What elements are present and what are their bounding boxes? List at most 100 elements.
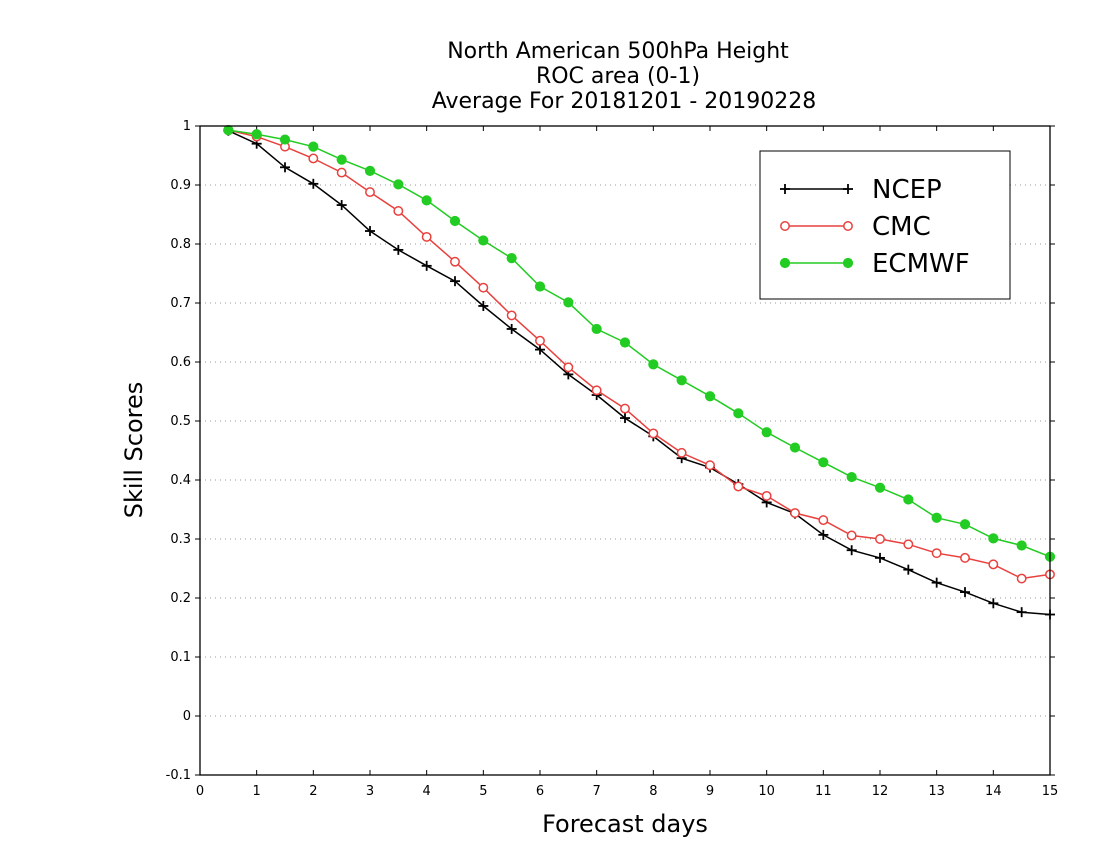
data-point-cmc <box>733 481 744 492</box>
x-tick-label: 0 <box>196 784 204 799</box>
x-tick-label: 6 <box>536 784 544 799</box>
series-ncep <box>223 125 1055 620</box>
x-tick-label: 3 <box>366 784 374 799</box>
data-point-ecmwf <box>223 125 234 136</box>
series-ecmwf <box>223 125 1056 562</box>
data-point-cmc <box>875 534 885 544</box>
data-point-ncep <box>843 184 853 194</box>
data-point-ncep <box>931 577 942 588</box>
data-point-ecmwf <box>421 195 432 206</box>
legend-label: ECMWF <box>872 249 970 279</box>
data-point-cmc <box>591 385 602 396</box>
data-point-cmc <box>450 256 460 267</box>
data-point-ecmwf <box>761 427 772 438</box>
data-point-cmc <box>705 460 715 471</box>
y-tick-label: 0.9 <box>170 178 191 193</box>
legend-item-ncep: NCEP <box>780 175 942 205</box>
data-point-cmc <box>620 403 630 414</box>
x-axis-label: Forecast days <box>542 810 708 838</box>
data-point-ecmwf <box>1016 540 1027 551</box>
data-point-cmc <box>478 282 489 293</box>
data-point-cmc <box>648 428 659 439</box>
data-point-cmc <box>336 167 347 178</box>
data-point-ecmwf <box>393 179 404 190</box>
series-cmc <box>223 125 1055 584</box>
data-point-cmc <box>761 490 772 501</box>
x-tick-label: 5 <box>479 784 487 799</box>
data-point-ncep <box>875 552 885 563</box>
x-tick-label: 11 <box>815 784 832 799</box>
x-tick-label: 1 <box>253 784 261 799</box>
legend-item-cmc: CMC <box>780 212 931 242</box>
title-line-2: ROC area (0-1) <box>536 64 700 89</box>
data-point-ncep <box>780 184 790 194</box>
series-line-ncep <box>227 130 1051 616</box>
data-point-ecmwf <box>842 257 854 269</box>
data-point-cmc <box>676 447 687 458</box>
data-point-ncep <box>535 344 545 355</box>
data-point-ecmwf <box>336 154 347 165</box>
data-point-ncep <box>421 260 432 271</box>
data-point-ecmwf <box>779 257 791 269</box>
data-point-ecmwf <box>818 457 829 468</box>
data-point-ncep <box>308 178 319 189</box>
data-point-ecmwf <box>903 494 914 505</box>
y-tick-label: 0.2 <box>170 591 191 606</box>
y-axis-label: Skill Scores <box>120 382 148 519</box>
data-point-ncep <box>478 300 489 311</box>
x-tick-label: 9 <box>706 784 714 799</box>
data-point-ecmwf <box>931 512 942 523</box>
data-point-ecmwf <box>251 129 262 140</box>
x-tick-label: 12 <box>872 784 889 799</box>
y-tick-label: 0.4 <box>170 473 191 488</box>
data-point-ecmwf <box>279 134 291 145</box>
y-tick-label: 0.1 <box>170 650 191 665</box>
x-tick-label: 8 <box>649 784 657 799</box>
data-point-cmc <box>1016 573 1027 584</box>
data-point-cmc <box>903 539 914 550</box>
data-point-ncep <box>365 226 375 237</box>
y-tick-label: 0 <box>183 709 191 724</box>
data-point-cmc <box>960 552 970 563</box>
x-axis-ticks: 0 1 2 3 4 5 6 7 8 9 10 11 12 13 14 15 <box>196 126 1058 799</box>
data-point-cmc <box>308 153 319 164</box>
x-tick-label: 4 <box>423 784 431 799</box>
y-tick-label: 0.8 <box>170 237 191 252</box>
y-tick-label: 0.3 <box>170 532 191 547</box>
data-point-ecmwf <box>478 235 489 246</box>
data-point-ncep <box>903 564 914 575</box>
data-point-cmc <box>780 221 790 231</box>
legend-label: CMC <box>872 212 931 242</box>
data-point-ncep <box>450 276 460 287</box>
data-point-ecmwf <box>364 165 376 176</box>
legend: NCEP CMC ECMWF <box>759 150 1011 300</box>
data-point-cmc <box>365 187 375 198</box>
data-point-ecmwf <box>874 482 886 493</box>
data-point-ecmwf <box>988 533 999 544</box>
data-point-ecmwf <box>591 323 602 335</box>
data-point-ncep <box>960 587 970 598</box>
legend-box <box>759 150 1011 300</box>
data-point-ncep <box>818 529 829 540</box>
data-point-cmc <box>843 221 853 231</box>
plot-frame <box>199 125 1051 776</box>
legend-label: NCEP <box>872 175 942 205</box>
data-point-cmc <box>846 530 857 541</box>
x-tick-label: 7 <box>593 784 601 799</box>
data-point-ecmwf <box>704 391 716 402</box>
data-point-ncep <box>620 413 630 424</box>
chart-title: North American 500hPa Height ROC area (0… <box>432 39 817 114</box>
data-point-ncep <box>846 545 857 556</box>
data-point-ecmwf <box>648 359 659 370</box>
data-point-ecmwf <box>676 375 687 386</box>
data-point-ecmwf <box>449 215 461 227</box>
data-point-cmc <box>563 362 574 373</box>
data-point-cmc <box>931 548 942 559</box>
series-layer <box>223 125 1056 620</box>
data-point-cmc <box>988 559 999 570</box>
data-point-ncep <box>393 244 404 255</box>
data-point-ecmwf <box>506 253 517 264</box>
data-point-cmc <box>506 310 517 321</box>
data-point-ecmwf <box>563 297 574 308</box>
